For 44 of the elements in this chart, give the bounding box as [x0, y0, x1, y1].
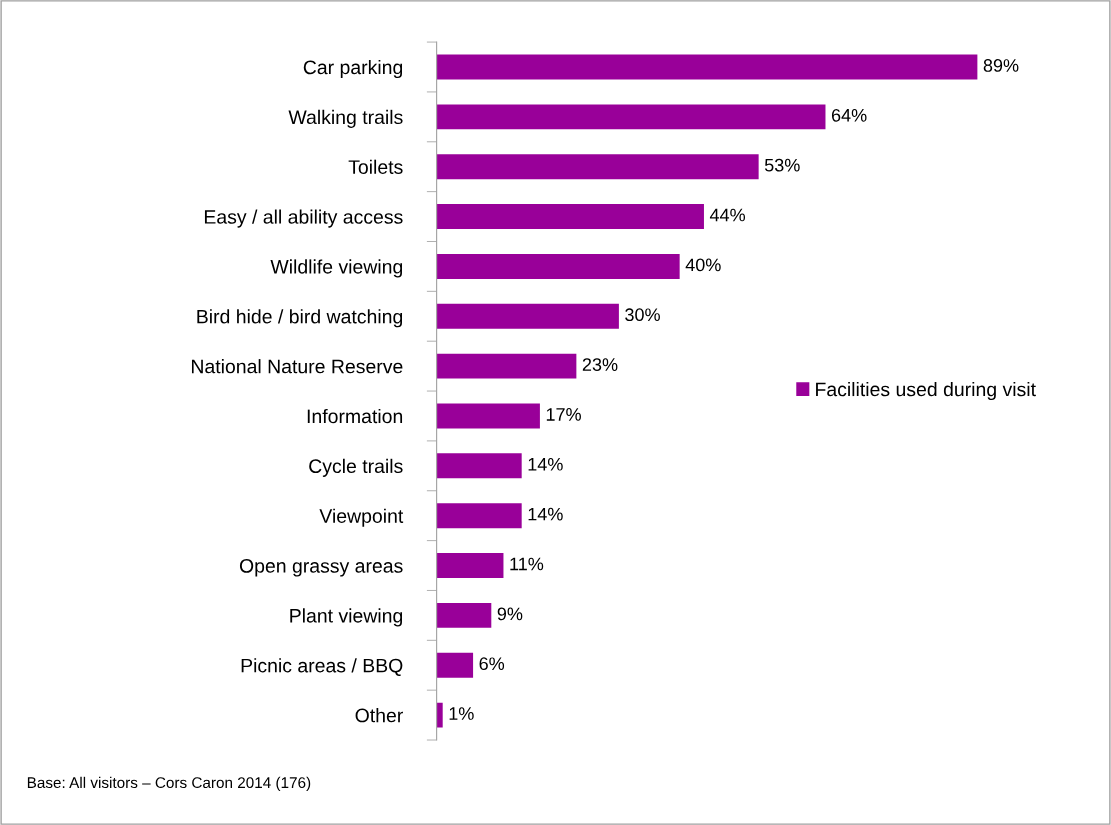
data-label: 30%: [625, 308, 660, 322]
data-label: 89%: [983, 59, 1019, 72]
data-label: 14%: [528, 507, 563, 521]
bar: [436, 453, 522, 479]
y-tick-label: Bird hide / bird watching: [197, 309, 403, 328]
bar: [436, 104, 826, 130]
y-tick-label: Cycle trails: [309, 458, 403, 477]
data-label: 14%: [528, 457, 563, 471]
y-tick-label: Information: [307, 408, 403, 424]
bar: [436, 303, 619, 329]
data-label: 40%: [685, 258, 721, 272]
y-tick-label: Car parking: [303, 59, 403, 79]
legend-label: Facilities used during visit: [816, 381, 1036, 401]
bar: [436, 54, 978, 80]
y-tick-label: Picnic areas / BBQ: [241, 658, 403, 676]
bar: [436, 602, 492, 628]
data-label: 11%: [510, 557, 544, 571]
bar: [436, 503, 522, 529]
y-tick-label: National Nature Reserve: [191, 359, 403, 374]
bar: [436, 553, 504, 578]
bar: [436, 652, 474, 678]
y-tick-label: Easy / all ability access: [204, 209, 403, 228]
y-tick-label: Other: [355, 708, 403, 723]
data-label: 53%: [764, 158, 800, 172]
bar: [436, 154, 759, 180]
y-tick-label: Toilets: [348, 159, 403, 174]
data-label: 64%: [831, 108, 867, 122]
y-tick-label: Walking trails: [288, 109, 403, 128]
bar: [436, 403, 540, 429]
data-label: 9%: [497, 607, 523, 621]
data-label: 1%: [449, 707, 474, 720]
bar: [436, 353, 577, 379]
bar: [436, 204, 704, 230]
data-label: 6%: [479, 657, 505, 671]
y-tick-label: Wildlife viewing: [270, 259, 403, 278]
data-label: 44%: [709, 208, 746, 222]
bar: [436, 702, 443, 728]
text: Base: All visitors – Cors Caron 2014 (176): [27, 776, 311, 792]
data-label: 23%: [582, 358, 618, 371]
y-tick-label: Plant viewing: [290, 608, 403, 627]
data-label: 17%: [546, 408, 581, 421]
bar: [436, 253, 680, 279]
y-tick-label: Viewpoint: [319, 508, 404, 527]
y-tick-label: Open grassy areas: [239, 559, 403, 577]
